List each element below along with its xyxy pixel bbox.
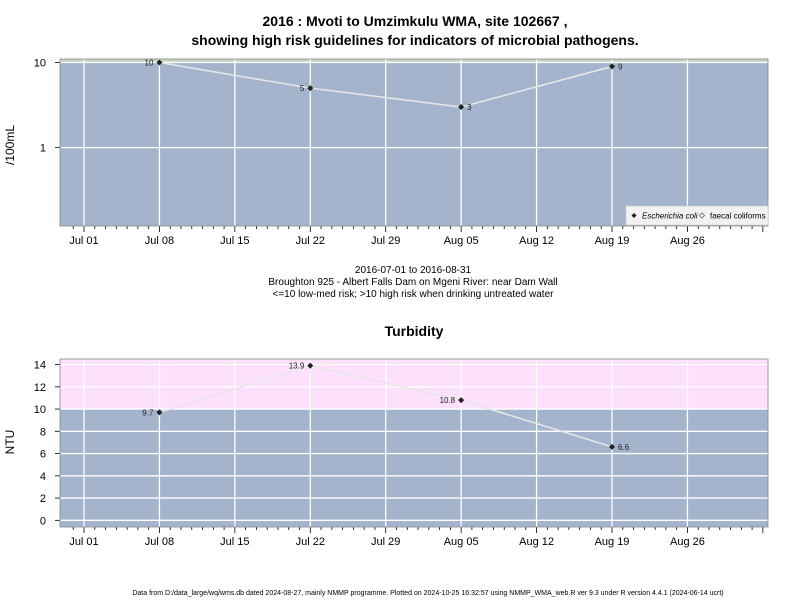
legend-marker-open bbox=[699, 212, 705, 219]
legend-entry: faecal coliforms bbox=[710, 212, 766, 221]
c2-x-tick-label: Jul 22 bbox=[296, 536, 325, 548]
c2-frame bbox=[59, 358, 769, 528]
c1-plot-area bbox=[60, 59, 768, 226]
c2-x-tick-label: Aug 05 bbox=[444, 536, 479, 548]
c1-data-label: 9 bbox=[618, 62, 623, 71]
c2-y-tick-label: 0 bbox=[40, 515, 46, 527]
c1-x-tick-label: Aug 19 bbox=[595, 235, 630, 247]
c2-data-label: 6.6 bbox=[618, 443, 630, 452]
c2-data-label: 9.7 bbox=[142, 408, 154, 417]
c1-data-point bbox=[608, 63, 616, 70]
c2-data-point bbox=[458, 397, 465, 404]
chart2-title: Turbidity bbox=[385, 323, 444, 339]
c1-high-risk-band bbox=[60, 59, 768, 63]
c2-x-tick-label: Jul 08 bbox=[145, 536, 174, 548]
chart1-title-line2: showing high risk guidelines for indicat… bbox=[191, 32, 638, 48]
c1-x-tick-label: Jul 22 bbox=[296, 235, 325, 247]
c1-x-tick-label: Jul 29 bbox=[371, 235, 400, 247]
c2-y-tick-label: 8 bbox=[40, 426, 46, 438]
chart2-y-axis-label: NTU bbox=[3, 430, 17, 455]
c2-x-tick-label: Jul 15 bbox=[220, 536, 249, 548]
c1-x-tick-label: Jul 08 bbox=[145, 235, 174, 247]
chart1-legend: Escherichia coli faecal coliforms bbox=[625, 205, 769, 226]
c2-x-tick-label: Jul 29 bbox=[371, 536, 400, 548]
c1-x-tick-label: Aug 26 bbox=[670, 235, 705, 247]
c2-data-point bbox=[156, 409, 163, 416]
c1-x-tick-label: Jul 01 bbox=[69, 235, 98, 247]
c1-frame bbox=[59, 58, 769, 227]
footer-note: Data from D:/data_large/wq/wms.db dated … bbox=[132, 590, 723, 597]
c2-y-tick-label: 14 bbox=[34, 360, 46, 372]
c2-series-line bbox=[159, 364, 613, 448]
c2-x-tick-label: Aug 19 bbox=[595, 536, 630, 548]
c1-x-tick-label: Aug 12 bbox=[519, 235, 554, 247]
c1-series-line bbox=[159, 61, 613, 108]
legend-marker-filled bbox=[631, 213, 637, 218]
c2-x-tick-label: Jul 01 bbox=[69, 536, 98, 548]
c2-high-risk-band bbox=[60, 359, 768, 410]
c2-y-tick-label: 4 bbox=[40, 471, 46, 483]
c2-y-tick-label: 10 bbox=[34, 404, 46, 416]
c1-data-label: 3 bbox=[467, 103, 472, 112]
chart1-y-axis-label: /100mL bbox=[3, 125, 17, 165]
c2-y-tick-label: 2 bbox=[40, 493, 46, 505]
legend-box bbox=[625, 205, 769, 226]
c2-x-tick-label: Aug 12 bbox=[519, 536, 554, 548]
c1-data-label: 5 bbox=[300, 84, 305, 93]
c1-y-tick-label: 10 bbox=[34, 58, 46, 70]
c2-x-tick-label: Aug 26 bbox=[670, 536, 705, 548]
c1-data-label: 10 bbox=[145, 59, 154, 68]
c2-data-point bbox=[608, 443, 616, 450]
chart1-caption-guideline: <=10 low-med risk; >10 high risk when dr… bbox=[273, 289, 555, 300]
chart1-caption-dates: 2016-07-01 to 2016-08-31 bbox=[355, 265, 472, 276]
legend-entry: Escherichia coli bbox=[642, 212, 698, 221]
c1-data-point bbox=[156, 59, 163, 66]
c1-data-point bbox=[307, 85, 314, 92]
c1-y-tick-label: 1 bbox=[40, 143, 46, 155]
c2-data-label: 10.8 bbox=[440, 396, 456, 405]
c1-x-tick-label: Jul 15 bbox=[220, 235, 249, 247]
c2-y-tick-label: 12 bbox=[34, 382, 46, 394]
c2-y-tick-label: 6 bbox=[40, 449, 46, 461]
c2-data-point bbox=[307, 362, 314, 369]
c1-data-point bbox=[458, 103, 465, 111]
c1-x-tick-label: Aug 05 bbox=[444, 235, 479, 247]
chart1-title-line1: 2016 : Mvoti to Umzimkulu WMA, site 1026… bbox=[263, 13, 568, 29]
chart1-caption-site: Broughton 925 - Albert Falls Dam on Mgen… bbox=[268, 277, 557, 288]
c2-data-label: 13.9 bbox=[289, 362, 305, 371]
